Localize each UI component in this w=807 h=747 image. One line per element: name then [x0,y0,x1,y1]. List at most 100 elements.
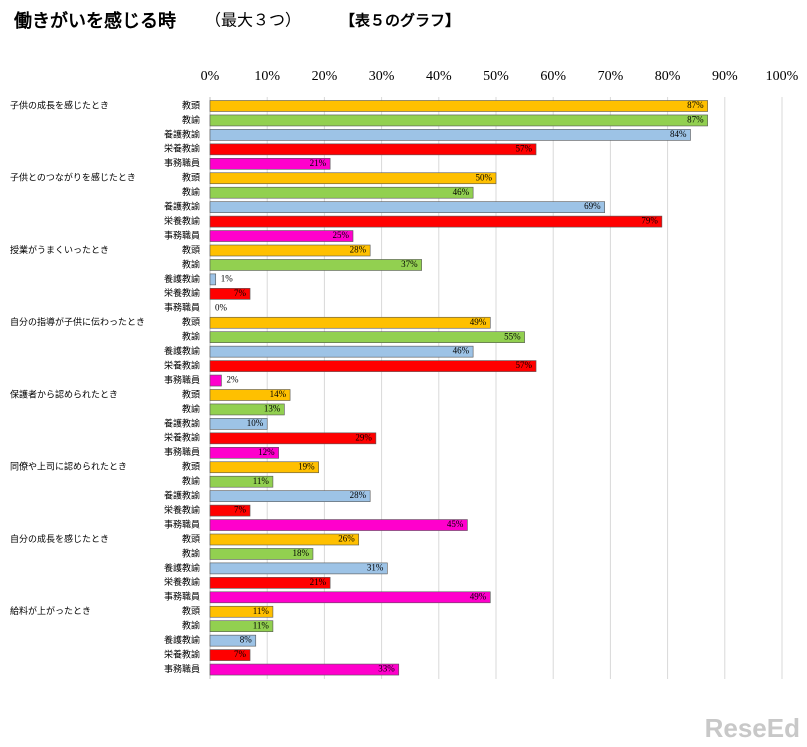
x-tick-label: 0% [201,69,220,84]
bar [209,591,491,604]
value-label: 50% [476,172,493,182]
value-label: 18% [292,548,309,558]
value-label: 49% [470,591,487,601]
bar [209,230,354,242]
bar [209,562,388,575]
value-label: 45% [447,519,464,529]
bar [209,519,468,531]
row-label: 事務職員 [164,591,200,602]
value-label: 21% [310,158,327,168]
bar [209,143,537,156]
value-label: 0% [215,302,228,312]
chart-subtitle: （最大３つ） [205,12,301,30]
bar [209,259,422,271]
value-label: 28% [350,490,367,500]
row-label: 養護教諭 [164,273,200,284]
row-label: 事務職員 [164,518,200,529]
row-label: 教頭 [182,172,200,183]
bar [209,158,331,170]
row-label: 教頭 [182,461,200,472]
row-label: 事務職員 [164,374,200,385]
value-label: 46% [453,346,470,356]
bar [209,360,537,372]
category-label: 給料が上がったとき [10,605,91,616]
row-label: 養護教諭 [164,128,200,139]
bar [209,100,708,112]
value-label: 55% [504,331,521,341]
value-label: 69% [584,201,601,211]
row-label: 教諭 [182,186,200,197]
x-tick-label: 80% [655,69,681,84]
row-label: 栄養教諭 [164,648,200,659]
category-label: 同僚や上司に認められたとき [10,461,127,472]
row-label: 養護教諭 [164,490,200,501]
value-label: 25% [333,230,350,240]
bar [209,345,474,358]
bar [209,374,222,387]
value-label: 33% [378,664,395,674]
bar [209,461,319,474]
row-label: 事務職員 [164,157,200,168]
category-label: 自分の指導が子供に伝わったとき [10,316,145,327]
category-label: 子供の成長を感じたとき [10,99,109,110]
bar [209,114,708,127]
x-tick-label: 70% [598,69,624,84]
bar [209,215,663,228]
row-label: 栄養教諭 [164,359,200,370]
row-label: 養護教諭 [164,345,200,356]
x-tick-label: 50% [483,69,509,84]
row-label: 事務職員 [164,302,200,313]
value-label: 87% [687,115,704,125]
value-label: 8% [240,635,253,645]
value-label: 31% [367,562,384,572]
value-label: 29% [355,432,372,442]
bar [209,316,491,329]
category-label: 自分の成長を感じたとき [10,533,109,544]
bar [209,186,474,199]
value-label: 11% [253,476,270,486]
row-label: 教頭 [182,244,200,255]
value-label: 11% [253,620,270,630]
row-label: 事務職員 [164,446,200,457]
bar [209,605,274,618]
bar [209,649,251,661]
x-tick-label: 90% [712,69,738,84]
row-label: 教頭 [182,99,200,110]
value-label: 84% [670,129,687,139]
value-label: 7% [234,505,247,515]
chart-title: 働きがいを感じる時 [13,10,176,31]
bar [209,577,331,589]
row-label: 教頭 [182,316,200,327]
value-label: 7% [234,649,247,659]
row-label: 栄養教諭 [164,143,200,154]
value-label: 11% [253,606,270,616]
row-label: 事務職員 [164,229,200,240]
value-label: 19% [298,461,315,471]
row-label: 養護教諭 [164,417,200,428]
value-label: 7% [234,288,247,298]
value-label: 13% [264,404,281,414]
bar [209,288,251,300]
bar [209,620,274,633]
value-label: 28% [350,245,367,255]
bar [209,331,525,344]
value-label: 79% [641,216,658,226]
row-label: 教諭 [182,331,200,342]
row-label: 教諭 [182,620,200,631]
row-label: 栄養教諭 [164,287,200,298]
row-label: 栄養教諭 [164,576,200,587]
bar [209,475,274,488]
value-label: 1% [221,273,234,283]
row-label: 栄養教諭 [164,432,200,443]
row-label: 栄養教諭 [164,215,200,226]
bar [209,634,257,647]
bar [209,504,251,517]
bar [209,403,285,416]
chart-note: 【表５のグラフ】 [340,11,460,29]
row-label: 教頭 [182,533,200,544]
bar [209,432,377,445]
row-label: 教頭 [182,605,200,616]
value-label: 12% [258,447,275,457]
row-label: 養護教諭 [164,562,200,573]
value-label: 26% [338,534,355,544]
